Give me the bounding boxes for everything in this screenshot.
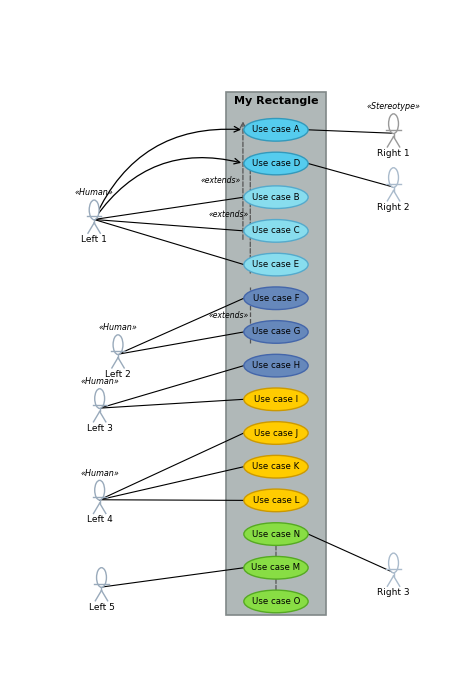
- FancyBboxPatch shape: [227, 92, 326, 615]
- Text: Use case M: Use case M: [251, 564, 301, 573]
- Text: Left 3: Left 3: [87, 424, 113, 433]
- Text: Use case B: Use case B: [252, 193, 300, 202]
- Ellipse shape: [244, 253, 308, 276]
- Text: Use case K: Use case K: [252, 462, 300, 471]
- Ellipse shape: [244, 523, 308, 545]
- Text: Use case D: Use case D: [252, 159, 300, 168]
- Ellipse shape: [389, 168, 399, 188]
- Ellipse shape: [244, 590, 308, 612]
- Text: Use case E: Use case E: [253, 260, 300, 269]
- Ellipse shape: [89, 200, 99, 220]
- Ellipse shape: [244, 556, 308, 579]
- Ellipse shape: [244, 354, 308, 377]
- Ellipse shape: [244, 321, 308, 343]
- Ellipse shape: [389, 114, 399, 134]
- Ellipse shape: [244, 388, 308, 411]
- Text: Use case O: Use case O: [252, 597, 300, 606]
- Text: Use case I: Use case I: [254, 395, 298, 404]
- Text: «extends»: «extends»: [201, 176, 241, 185]
- Text: Use case N: Use case N: [252, 530, 300, 538]
- Text: Use case G: Use case G: [252, 328, 300, 337]
- Text: Right 2: Right 2: [377, 203, 410, 211]
- Text: Use case F: Use case F: [253, 294, 299, 303]
- Text: «Human»: «Human»: [80, 377, 119, 386]
- Ellipse shape: [389, 553, 399, 573]
- Ellipse shape: [244, 456, 308, 478]
- Text: «Human»: «Human»: [80, 469, 119, 477]
- Ellipse shape: [244, 220, 308, 242]
- Text: Use case H: Use case H: [252, 361, 300, 370]
- Ellipse shape: [244, 152, 308, 175]
- Text: Use case J: Use case J: [254, 428, 298, 438]
- Ellipse shape: [95, 389, 105, 408]
- Text: Left 4: Left 4: [87, 515, 112, 524]
- Text: Right 1: Right 1: [377, 149, 410, 158]
- Text: «Human»: «Human»: [75, 188, 114, 197]
- Text: My Rectangle: My Rectangle: [234, 97, 318, 106]
- Ellipse shape: [244, 287, 308, 309]
- Text: Left 2: Left 2: [105, 370, 131, 379]
- Ellipse shape: [97, 568, 107, 587]
- Text: Left 5: Left 5: [89, 603, 114, 612]
- Ellipse shape: [244, 421, 308, 444]
- Text: Use case C: Use case C: [252, 226, 300, 235]
- Text: Left 1: Left 1: [81, 235, 107, 244]
- Ellipse shape: [244, 489, 308, 512]
- Text: «Human»: «Human»: [99, 323, 137, 332]
- Text: Use case A: Use case A: [252, 125, 300, 134]
- Text: «extends»: «extends»: [208, 311, 248, 320]
- Text: Right 3: Right 3: [377, 588, 410, 597]
- Ellipse shape: [244, 186, 308, 209]
- Text: Use case L: Use case L: [253, 496, 299, 505]
- Ellipse shape: [113, 335, 123, 354]
- Text: «extends»: «extends»: [208, 209, 248, 218]
- Ellipse shape: [95, 480, 105, 500]
- Text: «Stereotype»: «Stereotype»: [366, 102, 420, 111]
- Ellipse shape: [244, 118, 308, 141]
